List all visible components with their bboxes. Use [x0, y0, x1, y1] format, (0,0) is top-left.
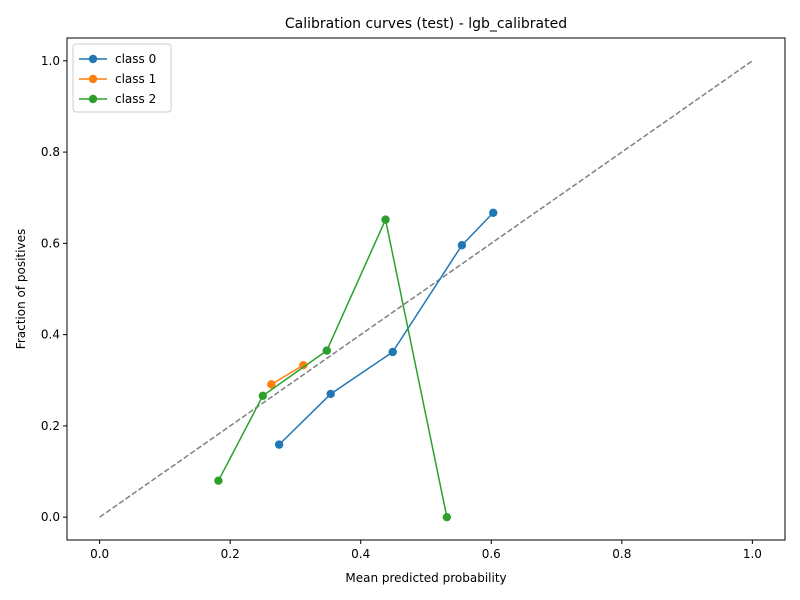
legend-marker: [88, 94, 98, 104]
x-tick-label: 0.4: [351, 547, 370, 561]
y-tick-label: 0.0: [41, 510, 60, 524]
y-tick-label: 0.4: [41, 328, 60, 342]
data-point: [489, 208, 498, 217]
reference-layer: [99, 60, 753, 518]
y-tick-label: 1.0: [41, 54, 60, 68]
legend-entry: class 1: [79, 72, 156, 86]
data-point: [274, 440, 284, 449]
legend-marker: [88, 54, 98, 64]
x-tick-label: 0.8: [612, 547, 631, 561]
y-axis-label: Fraction of positives: [14, 229, 28, 349]
y-tick-label: 0.8: [41, 145, 60, 159]
data-point: [299, 361, 308, 370]
data-point: [322, 346, 331, 355]
x-tick-label: 0.6: [482, 547, 501, 561]
legend-marker: [88, 74, 98, 84]
series-class-0: [274, 208, 498, 449]
legend-entry: class 2: [79, 92, 156, 106]
legend-label: class 0: [115, 52, 156, 66]
legend-label: class 1: [115, 72, 156, 86]
series-line: [270, 364, 304, 386]
legend: class 0 class 1 class 2: [72, 43, 172, 113]
legend-frame: [72, 43, 172, 113]
legend-label: class 2: [115, 92, 156, 106]
data-point: [388, 347, 397, 357]
x-axis-label: Mean predicted probability: [345, 571, 506, 585]
data-point: [267, 380, 276, 389]
chart-title: Calibration curves (test) - lgb_calibrat…: [285, 16, 567, 32]
x-tick-label: 0.0: [90, 547, 109, 561]
data-point: [214, 476, 223, 485]
y-tick-label: 0.6: [41, 236, 60, 250]
x-tick-label: 0.2: [221, 547, 240, 561]
data-point: [457, 240, 467, 250]
data-point: [258, 391, 268, 400]
series-class-1: [267, 361, 308, 389]
data-point: [381, 215, 390, 224]
series-class-2: [214, 215, 452, 522]
x-axis-ticks: 0.0 0.2 0.4 0.6 0.8 1.0: [90, 540, 762, 561]
series-layer: [214, 208, 498, 522]
data-point: [442, 512, 452, 522]
perfect-calibration-line: [99, 60, 753, 518]
y-axis-ticks: 0.0 0.2 0.4 0.6 0.8 1.0: [41, 54, 67, 524]
x-tick-label: 1.0: [743, 547, 762, 561]
data-point: [326, 389, 335, 399]
y-tick-label: 0.2: [41, 419, 60, 433]
legend-entry: class 0: [79, 52, 156, 66]
plot-frame: [66, 37, 786, 541]
